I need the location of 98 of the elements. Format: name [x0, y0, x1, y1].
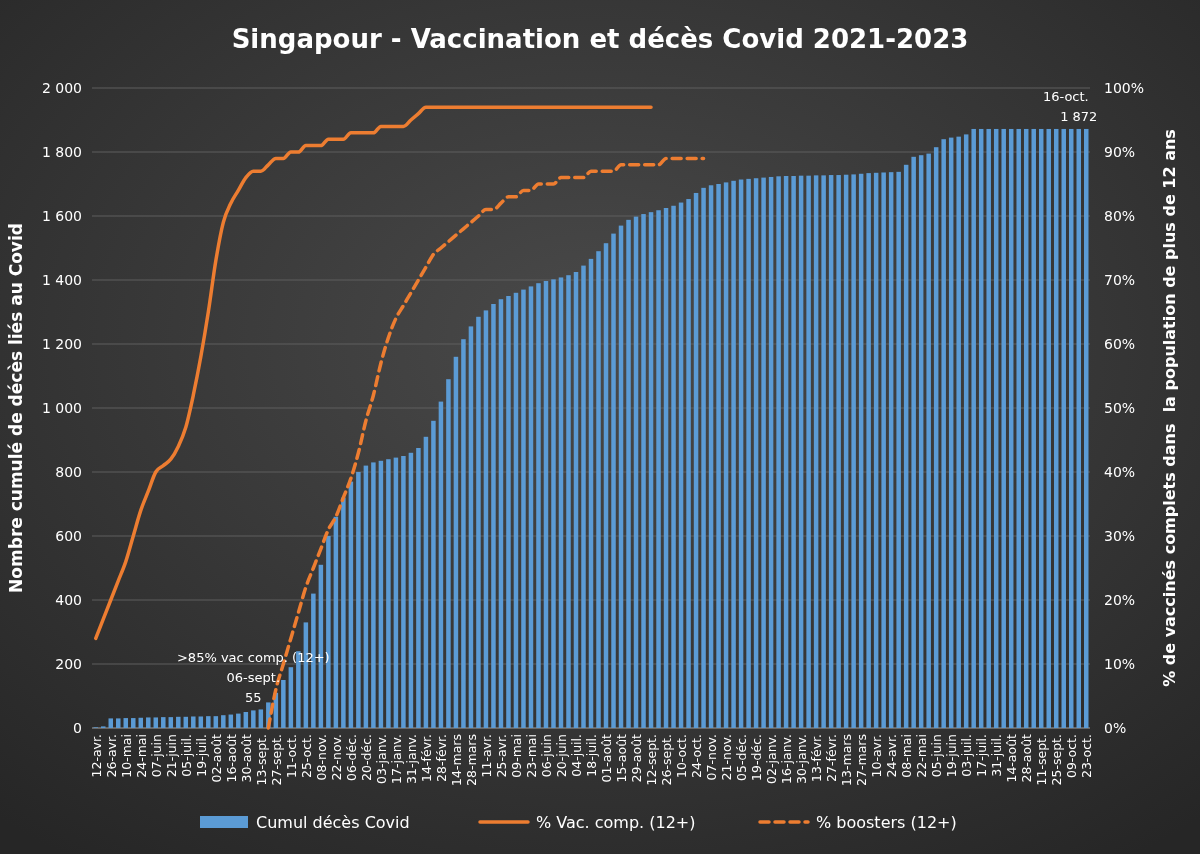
x-tick-label: 20-juin [553, 734, 569, 778]
x-tick-label: 08-nov. [313, 734, 329, 781]
x-tick-label: 23-oct. [1079, 734, 1095, 779]
x-tick-label: 13-sept. [253, 734, 269, 786]
x-tick-label: 14-mars [448, 734, 464, 786]
y2-tick-label: 100% [1104, 80, 1145, 96]
x-tick-label: 30-janv. [794, 734, 810, 784]
chart-title: Singapour - Vaccination et décès Covid 2021-2023 [231, 24, 969, 54]
y2-tick-label: 30% [1104, 528, 1136, 544]
x-tick-label: 17-janv. [388, 734, 404, 784]
x-tick-label: 12-sept. [644, 734, 660, 786]
x-tick-label: 29-août [629, 733, 645, 783]
x-tick-label: 21-nov. [719, 734, 735, 781]
y2-tick-label: 40% [1104, 464, 1136, 480]
y-tick-label: 600 [55, 528, 82, 544]
annotation: 16-oct. [1042, 88, 1089, 104]
y2-tick-label: 60% [1104, 336, 1136, 352]
y2-tick-label: 50% [1104, 400, 1136, 416]
x-tick-label: 17-juil. [974, 734, 990, 777]
legend-label: % boosters (12+) [816, 813, 957, 832]
x-tick-label: 03-juil. [959, 734, 975, 777]
x-tick-label: 28-août [1019, 733, 1035, 783]
y2-tick-label: 0% [1104, 720, 1127, 736]
x-tick-label: 27-sept. [268, 734, 284, 786]
x-tick-label: 30-août [238, 733, 254, 783]
y2-tick-label: 10% [1104, 656, 1136, 672]
x-tick-label: 28-mars [463, 734, 479, 786]
x-tick-label: 04-juil. [568, 734, 584, 777]
y-tick-label: 1 800 [41, 144, 82, 160]
x-tick-label: 14-févr. [418, 734, 434, 782]
y2-tick-label: 20% [1104, 592, 1136, 608]
legend-label: % Vac. comp. (12+) [536, 813, 696, 832]
legend-label: Cumul décès Covid [256, 813, 410, 832]
x-tick-label: 06-juin [538, 734, 554, 778]
x-tick-label: 07-juin [148, 734, 164, 778]
y-tick-label: 400 [55, 592, 82, 608]
x-tick-label: 11-oct. [283, 734, 299, 779]
x-tick-label: 26-avr. [103, 734, 119, 778]
x-tick-label: 19-juin [944, 734, 960, 778]
data-label: 1 872 [1060, 108, 1098, 124]
x-tick-label: 02-janv. [764, 734, 780, 784]
y2-tick-label: 90% [1104, 144, 1136, 160]
x-tick-label: 23-mai [523, 734, 539, 778]
y-tick-label: 1 400 [41, 272, 82, 288]
y-tick-label: 800 [55, 464, 82, 480]
x-tick-label: 16-janv. [779, 734, 795, 784]
x-tick-label: 09-mai [508, 734, 524, 778]
x-tick-label: 22-nov. [328, 734, 344, 781]
x-tick-label: 26-sept. [659, 734, 675, 786]
x-tick-label: 31-janv. [403, 734, 419, 784]
x-tick-label: 03-janv. [373, 734, 389, 784]
x-tick-label: 28-févr. [433, 734, 449, 782]
x-tick-label: 12-avr. [88, 734, 104, 778]
y2-tick-label: 80% [1104, 208, 1136, 224]
y-tick-label: 1 600 [41, 208, 82, 224]
y-tick-label: 200 [55, 656, 82, 672]
y-tick-label: 0 [73, 720, 82, 736]
x-tick-label: 25-sept. [1049, 734, 1065, 786]
y-tick-label: 1 200 [41, 336, 82, 352]
x-tick-label: 07-nov. [704, 734, 720, 781]
x-tick-label: 24-oct. [689, 734, 705, 779]
data-label: 55 [245, 690, 262, 706]
x-tick-label: 15-août [614, 733, 630, 783]
x-tick-label: 11-avr. [478, 734, 494, 778]
x-tick-label: 22-mai [914, 734, 930, 778]
x-tick-label: 16-août [223, 733, 239, 783]
y2-axis-title: % de vaccinés complets dans la population de plus de 12 ans [1160, 129, 1179, 687]
x-tick-label: 05-juin [929, 734, 945, 778]
x-tick-label: 13-févr. [809, 734, 825, 782]
x-tick-label: 24-avr. [884, 734, 900, 778]
x-tick-label: 08-mai [899, 734, 915, 778]
x-tick-label: 10-mai [118, 734, 134, 778]
y2-tick-label: 70% [1104, 272, 1136, 288]
x-tick-label: 09-oct. [1064, 734, 1080, 779]
x-tick-label: 06-déc. [343, 734, 359, 781]
x-tick-label: 20-déc. [358, 734, 374, 781]
x-tick-label: 10-oct. [674, 734, 690, 779]
x-tick-label: 02-août [208, 733, 224, 783]
x-tick-label: 19-juil. [193, 734, 209, 777]
x-tick-label: 14-août [1004, 733, 1020, 783]
x-tick-label: 10-avr. [869, 734, 885, 778]
x-tick-label: 27-févr. [824, 734, 840, 782]
x-tick-label: 31-juil. [989, 734, 1005, 777]
x-tick-label: 25-avr. [493, 734, 509, 778]
x-tick-label: 05-juil. [178, 734, 194, 777]
y-axis-title: Nombre cumulé de décès liés au Covid [6, 223, 26, 593]
y-tick-label: 2 000 [41, 80, 82, 96]
x-tick-label: 13-mars [839, 734, 855, 786]
x-tick-label: 01-août [599, 733, 615, 783]
x-tick-label: 18-juil. [584, 734, 599, 777]
x-tick-label: 25-oct. [298, 734, 314, 779]
x-tick-label: 24-mai [133, 734, 149, 778]
x-tick-label: 05-déc. [734, 734, 750, 781]
x-tick-label: 27-mars [854, 734, 870, 786]
y-tick-label: 1 000 [41, 400, 82, 416]
x-tick-label: 21-juin [163, 734, 179, 778]
x-tick-label: 11-sept. [1034, 734, 1050, 786]
x-tick-label: 19-déc. [749, 734, 765, 781]
